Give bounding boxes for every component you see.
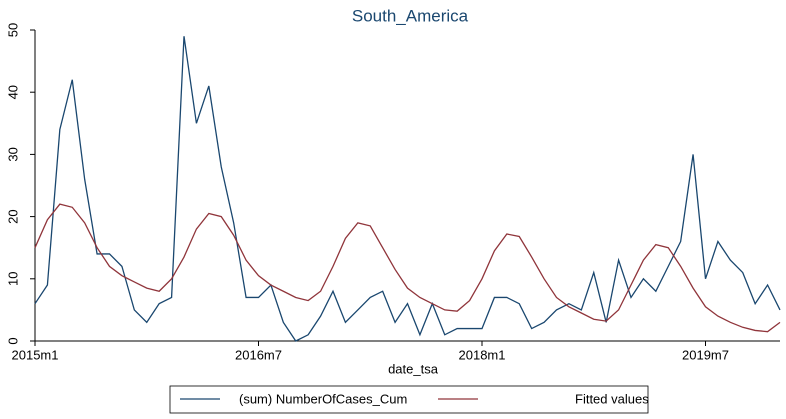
series-line [34, 36, 781, 342]
legend-box [169, 385, 649, 414]
chart-title: South_America [352, 6, 469, 25]
y-tick-label: 10 [5, 272, 20, 286]
x-tick-label: 2019m7 [682, 347, 729, 362]
legend-label: (sum) NumberOfCases_Cum [239, 391, 407, 406]
y-tick-label: 30 [5, 147, 20, 161]
y-tick-label: 20 [5, 209, 20, 223]
x-tick-label: 2016m7 [235, 347, 282, 362]
series-line [34, 203, 781, 333]
y-tick-label: 40 [5, 85, 20, 99]
y-tick-label: 0 [5, 337, 20, 344]
x-axis-label: date_tsa [388, 361, 439, 376]
x-tick-label: 2015m1 [12, 347, 59, 362]
x-tick-label: 2018m1 [459, 347, 506, 362]
y-tick-label: 50 [5, 23, 20, 37]
legend-label: Fitted values [575, 391, 649, 406]
